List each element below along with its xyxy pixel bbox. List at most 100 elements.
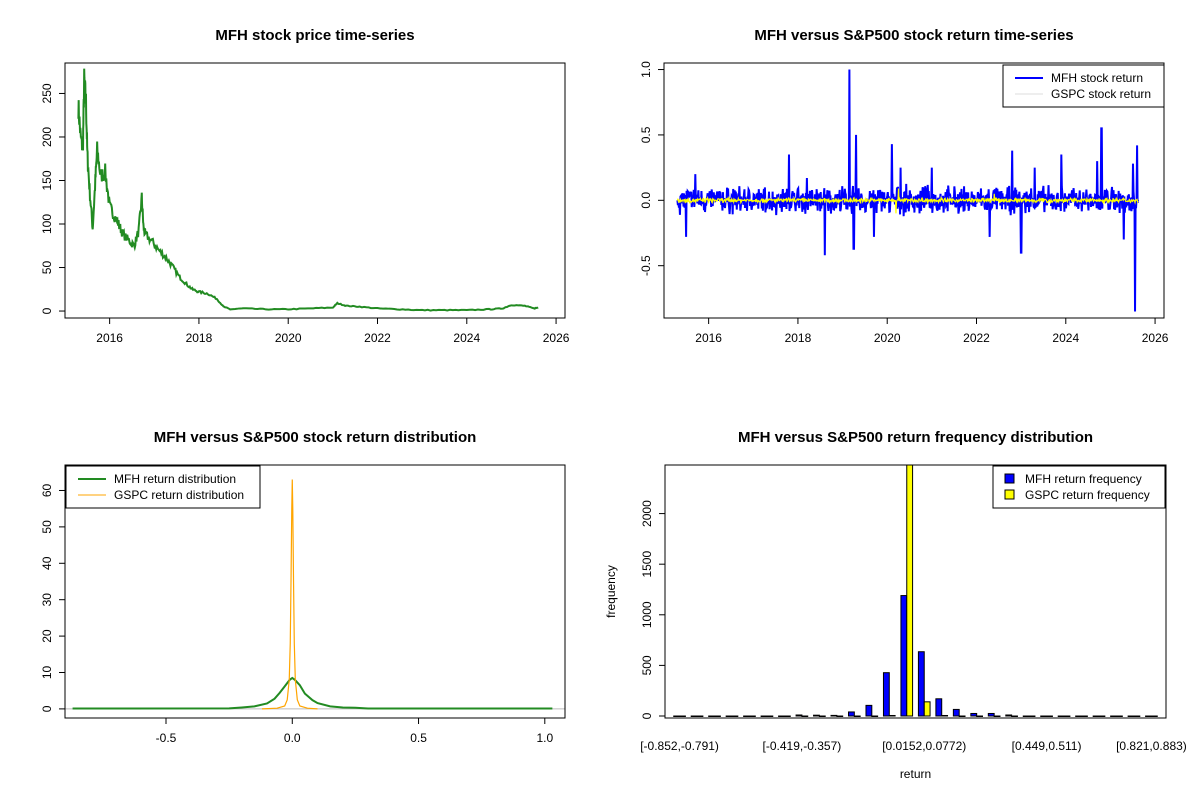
y-tick-label: 30 bbox=[40, 593, 54, 607]
legend-label: MFH return frequency bbox=[1025, 472, 1142, 486]
mfh-bar bbox=[1057, 715, 1065, 717]
mfh-bar bbox=[708, 715, 716, 717]
mfh-bar bbox=[1005, 714, 1013, 717]
gspc-bar bbox=[906, 465, 914, 717]
x-tick-label: 0.5 bbox=[410, 731, 427, 745]
y-tick-label: 2000 bbox=[640, 500, 654, 527]
mfh-bar bbox=[1092, 715, 1100, 717]
x-tick-label: 1.0 bbox=[536, 731, 553, 745]
mfh-bar bbox=[1022, 715, 1030, 717]
gspc-bar bbox=[923, 701, 931, 717]
panel-3: MFH versus S&P500 stock return distribut… bbox=[40, 429, 566, 745]
gspc-bar bbox=[766, 715, 774, 717]
mfh-bar bbox=[690, 715, 698, 717]
bars bbox=[673, 465, 1158, 717]
x-axis-label: return bbox=[900, 767, 931, 781]
gspc-bar bbox=[1063, 715, 1071, 717]
y-tick-label: 250 bbox=[40, 83, 54, 103]
mfh-bar bbox=[743, 715, 750, 717]
legend-box bbox=[1002, 64, 1165, 108]
mfh-bar bbox=[917, 651, 925, 717]
legend-box bbox=[65, 465, 261, 509]
y-tick-label: 0.5 bbox=[639, 126, 653, 143]
y-tick-label: 60 bbox=[40, 483, 54, 497]
x-tick-label: [0.821,0.883) bbox=[1116, 739, 1187, 753]
panel-4: MFH versus S&P500 return frequency distr… bbox=[604, 429, 1187, 781]
x-tick-label: 2022 bbox=[963, 331, 990, 345]
y-tick-label: 500 bbox=[640, 655, 654, 675]
price-line bbox=[77, 68, 539, 312]
legend-swatch-box bbox=[1004, 489, 1015, 500]
legend-label: MFH return distribution bbox=[114, 472, 236, 486]
mfh-bar bbox=[935, 698, 943, 717]
gspc-bar bbox=[836, 715, 844, 717]
y-tick-label: 0 bbox=[640, 712, 654, 719]
gspc-bar bbox=[1046, 715, 1053, 717]
mfh-bar bbox=[970, 712, 978, 717]
chart-title: MFH versus S&P500 return frequency distr… bbox=[738, 429, 1093, 446]
mfh-bar bbox=[865, 704, 873, 717]
y-tick-label: 0.0 bbox=[639, 192, 653, 209]
x-tick-label: [0.0152,0.0772) bbox=[882, 739, 966, 753]
x-tick-label: 2020 bbox=[874, 331, 901, 345]
gspc-bar bbox=[731, 715, 739, 717]
gspc-bar bbox=[1028, 715, 1036, 717]
gspc-bar bbox=[993, 715, 1001, 717]
x-tick-label: [-0.852,-0.791) bbox=[640, 739, 719, 753]
mfh-bar bbox=[882, 672, 890, 717]
mfh-bar bbox=[900, 595, 908, 717]
mfh-bar bbox=[673, 715, 681, 717]
x-tick-label: -0.5 bbox=[156, 731, 177, 745]
x-tick-label: 2016 bbox=[695, 331, 722, 345]
y-tick-label: 1.0 bbox=[639, 61, 653, 78]
y-axis-label: frequency bbox=[604, 565, 618, 618]
x-tick-label: 0.0 bbox=[284, 731, 301, 745]
plot-frame bbox=[64, 62, 566, 319]
gspc-density-line bbox=[261, 479, 318, 710]
mfh-bar bbox=[830, 714, 838, 717]
mfh-return-line bbox=[676, 69, 1140, 312]
mfh-bar bbox=[952, 708, 960, 717]
y-tick-label: 10 bbox=[40, 666, 54, 680]
gspc-bar bbox=[1011, 715, 1018, 717]
chart-title: MFH stock price time-series bbox=[215, 27, 414, 44]
x-tick-label: 2020 bbox=[275, 331, 302, 345]
gspc-bar bbox=[714, 715, 721, 717]
gspc-bar bbox=[976, 715, 983, 717]
y-tick-label: -0.5 bbox=[639, 255, 653, 276]
mfh-bar bbox=[1110, 715, 1117, 717]
gspc-bar bbox=[1150, 715, 1158, 717]
panel-1: MFH stock price time-series 2016 2018 2020 2… bbox=[40, 27, 570, 345]
gspc-bar bbox=[1115, 715, 1123, 717]
gspc-bar bbox=[853, 715, 861, 717]
gspc-bar bbox=[783, 715, 791, 717]
mfh-bar bbox=[1040, 715, 1048, 717]
x-tick-label: 2018 bbox=[186, 331, 213, 345]
mfh-bar bbox=[987, 712, 995, 717]
gspc-bar bbox=[1133, 715, 1141, 717]
x-tick-label: 2024 bbox=[453, 331, 480, 345]
gspc-bar bbox=[818, 715, 826, 717]
mfh-bar bbox=[725, 715, 733, 717]
chart-title: MFH versus S&P500 stock return distribut… bbox=[154, 429, 477, 446]
plot-frame bbox=[663, 62, 1165, 319]
x-tick-label: 2022 bbox=[364, 331, 391, 345]
legend-swatch-box bbox=[1004, 473, 1015, 484]
gspc-bar bbox=[1081, 715, 1088, 717]
y-tick-label: 0 bbox=[40, 307, 54, 314]
gspc-bar bbox=[941, 714, 949, 717]
plot-frame bbox=[664, 464, 1167, 719]
legend-label: GSPC return distribution bbox=[114, 488, 244, 502]
x-tick-label: 2018 bbox=[785, 331, 812, 345]
x-tick-label: 2024 bbox=[1052, 331, 1079, 345]
y-tick-label: 1500 bbox=[640, 551, 654, 578]
legend-label: GSPC return frequency bbox=[1025, 488, 1150, 502]
y-tick-label: 150 bbox=[40, 170, 54, 190]
y-tick-label: 100 bbox=[40, 214, 54, 234]
legend-box bbox=[992, 465, 1166, 509]
y-tick-label: 200 bbox=[40, 127, 54, 147]
mfh-bar bbox=[813, 714, 820, 717]
gspc-bar bbox=[696, 715, 704, 717]
mfh-bar bbox=[1075, 715, 1083, 717]
